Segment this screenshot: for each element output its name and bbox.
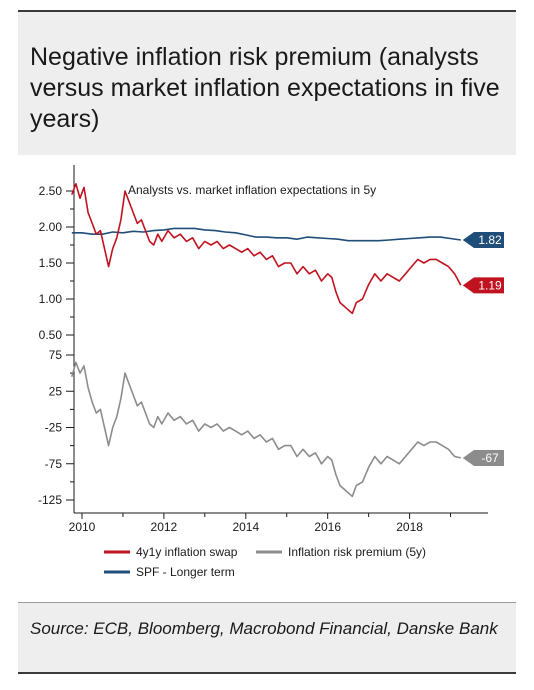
chart-area: 2.50 2.00 1.50 1.00 0.50 75 25 -25 -75 -125 2010 20… bbox=[18, 155, 516, 602]
chart-card: Negative inflation risk premium (analyst… bbox=[18, 10, 516, 674]
panel-title: Analysts vs. market inflation expectatio… bbox=[128, 183, 376, 197]
y-tick-label: 1.00 bbox=[39, 292, 63, 306]
x-tick-label: 2018 bbox=[396, 520, 423, 534]
legend: 4y1y inflation swap Inflation risk premiu… bbox=[104, 545, 426, 579]
x-tick-label: 2016 bbox=[314, 520, 341, 534]
legend-label: 4y1y inflation swap bbox=[136, 545, 238, 559]
end-label-tag bbox=[462, 277, 504, 294]
end-label-tag bbox=[462, 231, 504, 248]
y-tick-label: -125 bbox=[38, 493, 62, 507]
source-divider bbox=[18, 602, 516, 603]
end-label-value: 1.19 bbox=[478, 278, 502, 292]
top-rule bbox=[18, 10, 516, 12]
y-tick-label: 75 bbox=[49, 348, 63, 362]
end-label-value: 1.82 bbox=[478, 233, 502, 247]
axes-group: 2.50 2.00 1.50 1.00 0.50 75 25 -25 -75 -125 2010 20… bbox=[38, 165, 488, 534]
bottom-rule bbox=[18, 672, 516, 674]
y-tick-label: 2.50 bbox=[39, 184, 63, 198]
chart-svg: 2.50 2.00 1.50 1.00 0.50 75 25 -25 -75 -125 2010 20… bbox=[38, 165, 504, 579]
legend-label: SPF - Longer term bbox=[136, 565, 235, 579]
y-tick-label: 0.50 bbox=[39, 328, 63, 342]
series-line-spf bbox=[71, 227, 461, 242]
series-line-premium bbox=[71, 361, 461, 498]
series-line-swap bbox=[71, 182, 462, 315]
title-panel: Negative inflation risk premium (analyst… bbox=[18, 12, 516, 155]
chart-title: Negative inflation risk premium (analyst… bbox=[30, 43, 500, 133]
y-tick-label: -75 bbox=[45, 457, 63, 471]
y-tick-label: -25 bbox=[45, 421, 63, 435]
y-tick-label: 25 bbox=[49, 384, 63, 398]
end-labels: 1.82 1.19 -67 bbox=[462, 231, 504, 466]
legend-label: Inflation risk premium (5y) bbox=[288, 545, 426, 559]
series-lines bbox=[71, 182, 462, 498]
end-label-tag bbox=[462, 449, 504, 466]
x-tick-label: 2014 bbox=[232, 520, 259, 534]
x-tick-label: 2010 bbox=[69, 520, 96, 534]
end-label-value: -67 bbox=[481, 451, 499, 465]
x-tick-label: 2012 bbox=[151, 520, 178, 534]
y-tick-label: 1.50 bbox=[39, 256, 63, 270]
source-panel: Source: ECB, Bloomberg, Macrobond Financ… bbox=[18, 603, 516, 672]
y-tick-label: 2.00 bbox=[39, 220, 63, 234]
source-note: Source: ECB, Bloomberg, Macrobond Financ… bbox=[30, 619, 498, 638]
